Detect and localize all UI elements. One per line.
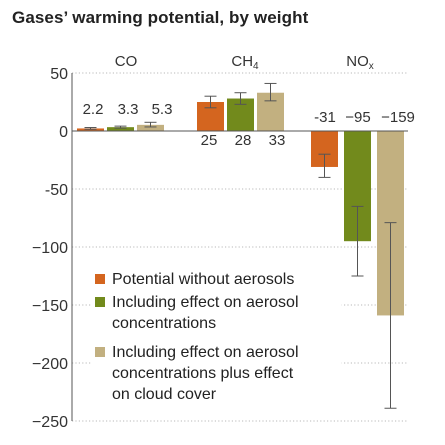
legend-background (92, 290, 342, 336)
y-tick-label: −200 (32, 356, 68, 373)
y-tick-label: -50 (45, 182, 68, 199)
legend-label: Potential without aerosols (112, 271, 294, 288)
data-label: -31 (314, 109, 336, 126)
bar (107, 127, 134, 131)
legend-swatch (95, 347, 105, 357)
y-tick-label: 0 (59, 124, 68, 141)
category-label: CO (115, 53, 138, 70)
legend-label: concentrations (112, 315, 216, 332)
category-label: CH4 (231, 53, 259, 72)
y-tick-label: −250 (32, 414, 68, 431)
data-label: 5.3 (152, 101, 173, 118)
legend-label: on cloud cover (112, 386, 217, 403)
legend-swatch (95, 297, 105, 307)
legend-label: Including effect on aerosol (112, 344, 299, 361)
y-tick-label: 50 (50, 66, 68, 83)
data-label: 2.2 (83, 101, 104, 118)
legend-background (92, 267, 333, 292)
legend-swatch (95, 274, 105, 284)
bar (137, 124, 164, 131)
data-label: 28 (235, 132, 252, 149)
data-label: 33 (269, 132, 286, 149)
category-label: NOx (346, 53, 374, 72)
data-label: 25 (201, 132, 218, 149)
chart-title: Gases’ warming potential, by weight (12, 8, 309, 27)
y-tick-label: −150 (32, 298, 68, 315)
y-tick-label: −100 (32, 240, 68, 257)
data-label: −95 (345, 109, 370, 126)
legend-label: Including effect on aerosol (112, 294, 299, 311)
legend-background (92, 340, 342, 407)
legend-label: concentrations plus effect (112, 365, 294, 382)
data-label: 3.3 (118, 101, 139, 118)
data-label: −159 (381, 109, 415, 126)
